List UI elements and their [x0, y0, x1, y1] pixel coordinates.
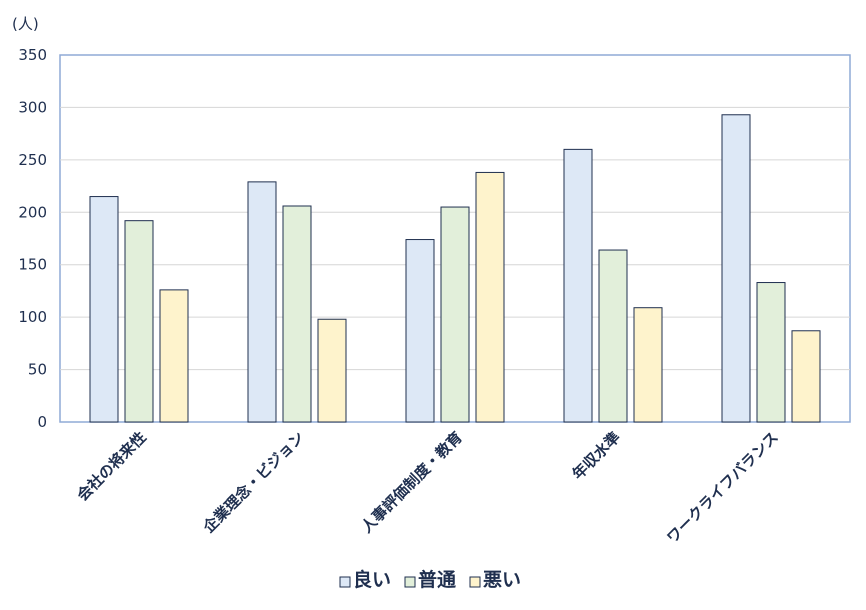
bar-2-1: [124, 220, 154, 423]
bar-3-4: [633, 307, 663, 423]
legend: 良い 普通 悪い: [339, 568, 521, 591]
bar-3-1: [159, 289, 189, 423]
legend-swatch: [339, 576, 351, 588]
y-tick-label: 100: [18, 308, 47, 326]
y-axis-ticks: 0 50 100 150 200 250 300 350: [18, 46, 47, 431]
x-category-label: ワークライフバランス: [663, 428, 782, 547]
bar-1-4: [563, 148, 593, 423]
legend-label: 普通: [418, 568, 457, 591]
legend-swatch: [404, 576, 416, 588]
bar-3-2: [317, 318, 347, 423]
y-tick-label: 300: [18, 98, 47, 116]
x-category-label: 年収水準: [569, 428, 624, 483]
bar-1-5: [721, 114, 751, 423]
bar-3-5: [791, 330, 821, 423]
x-category-label: 人事評価制度・教育: [358, 428, 466, 536]
bar-3-3: [475, 171, 505, 423]
y-tick-label: 150: [18, 256, 47, 274]
x-axis-labels: 会社の将来性 企業理念・ビジョン 人事評価制度・教育 年収水準 ワークライフバランス: [73, 428, 781, 547]
bar-2-2: [282, 205, 312, 423]
bar-1-2: [247, 181, 277, 423]
y-tick-label: 250: [18, 151, 47, 169]
bar-2-4: [598, 249, 628, 423]
y-tick-label: 50: [28, 361, 47, 379]
bar-2-3: [440, 206, 470, 423]
bar-1-3: [405, 239, 435, 423]
legend-swatch: [469, 576, 481, 588]
bar-2-5: [756, 282, 786, 423]
legend-label: 良い: [353, 568, 391, 591]
x-category-label: 会社の将来性: [73, 428, 149, 504]
legend-label: 悪い: [483, 569, 521, 591]
y-tick-label: 350: [18, 46, 47, 64]
gridlines: [60, 106, 850, 371]
y-tick-label: 200: [18, 203, 47, 221]
bars: [89, 114, 821, 423]
x-category-label: 企業理念・ビジョン: [199, 428, 308, 537]
y-tick-label: 0: [37, 413, 47, 431]
bar-1-1: [89, 196, 119, 423]
y-axis-unit-label: (人): [12, 15, 39, 33]
